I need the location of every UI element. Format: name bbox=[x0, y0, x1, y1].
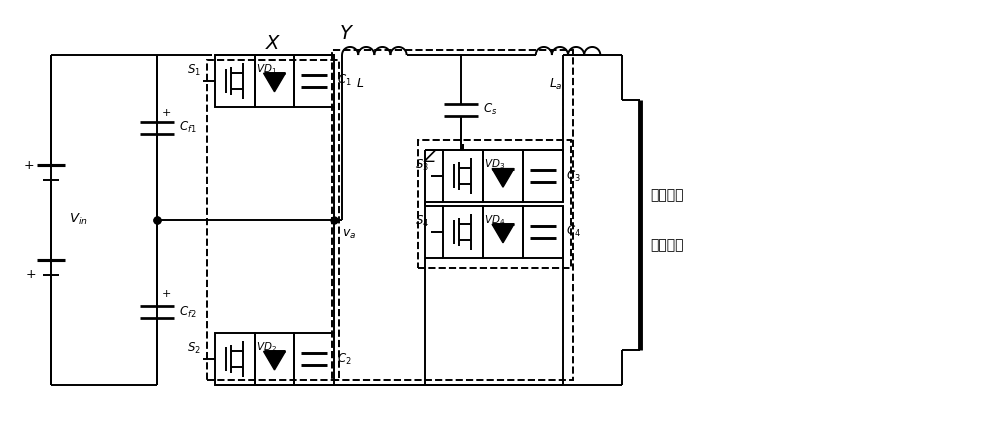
Text: $VD_4$: $VD_4$ bbox=[484, 213, 505, 227]
Text: $C_2$: $C_2$ bbox=[337, 351, 352, 367]
Bar bbox=[215, 55, 255, 107]
Bar bbox=[523, 206, 563, 258]
Text: +: + bbox=[162, 290, 172, 299]
Text: +: + bbox=[24, 159, 34, 172]
Text: $V_{in}$: $V_{in}$ bbox=[69, 212, 88, 228]
Text: $C_3$: $C_3$ bbox=[566, 169, 580, 184]
Text: +: + bbox=[26, 268, 36, 281]
Text: 高频交流: 高频交流 bbox=[650, 188, 684, 202]
Text: $X$: $X$ bbox=[265, 35, 281, 53]
Bar bbox=[294, 55, 334, 107]
Polygon shape bbox=[492, 224, 514, 243]
Text: $L$: $L$ bbox=[356, 77, 364, 90]
Text: $L_a$: $L_a$ bbox=[549, 77, 563, 92]
Bar bbox=[483, 151, 523, 202]
Text: $Y$: $Y$ bbox=[339, 25, 355, 43]
Text: +: + bbox=[162, 108, 172, 117]
Text: $S_2$: $S_2$ bbox=[187, 341, 201, 356]
Bar bbox=[207, 60, 339, 380]
Bar bbox=[483, 206, 523, 258]
Bar bbox=[215, 333, 255, 385]
Text: $VD_3$: $VD_3$ bbox=[484, 157, 505, 171]
Bar bbox=[255, 333, 294, 385]
Text: $C_{f2}$: $C_{f2}$ bbox=[179, 305, 197, 320]
Bar bbox=[332, 50, 573, 380]
Text: $VD_1$: $VD_1$ bbox=[256, 62, 277, 76]
Polygon shape bbox=[264, 351, 285, 370]
Text: $Z$: $Z$ bbox=[423, 148, 438, 166]
Text: $S_1$: $S_1$ bbox=[187, 63, 201, 78]
Text: $C_s$: $C_s$ bbox=[483, 102, 497, 117]
Polygon shape bbox=[492, 169, 514, 187]
Text: $C_1$: $C_1$ bbox=[337, 73, 352, 89]
Text: 电流母线: 电流母线 bbox=[650, 238, 684, 252]
Bar bbox=[294, 333, 334, 385]
Polygon shape bbox=[264, 73, 285, 92]
Bar bbox=[443, 206, 483, 258]
Text: $C_{f1}$: $C_{f1}$ bbox=[179, 120, 197, 135]
Bar bbox=[523, 151, 563, 202]
Bar bbox=[418, 140, 571, 268]
Text: $S_4$: $S_4$ bbox=[415, 214, 429, 229]
Text: $VD_2$: $VD_2$ bbox=[256, 340, 277, 354]
Text: $S_3$: $S_3$ bbox=[415, 158, 429, 173]
Text: $v_a$: $v_a$ bbox=[342, 228, 356, 241]
Bar bbox=[443, 151, 483, 202]
Text: $C_4$: $C_4$ bbox=[566, 224, 581, 240]
Bar bbox=[255, 55, 294, 107]
